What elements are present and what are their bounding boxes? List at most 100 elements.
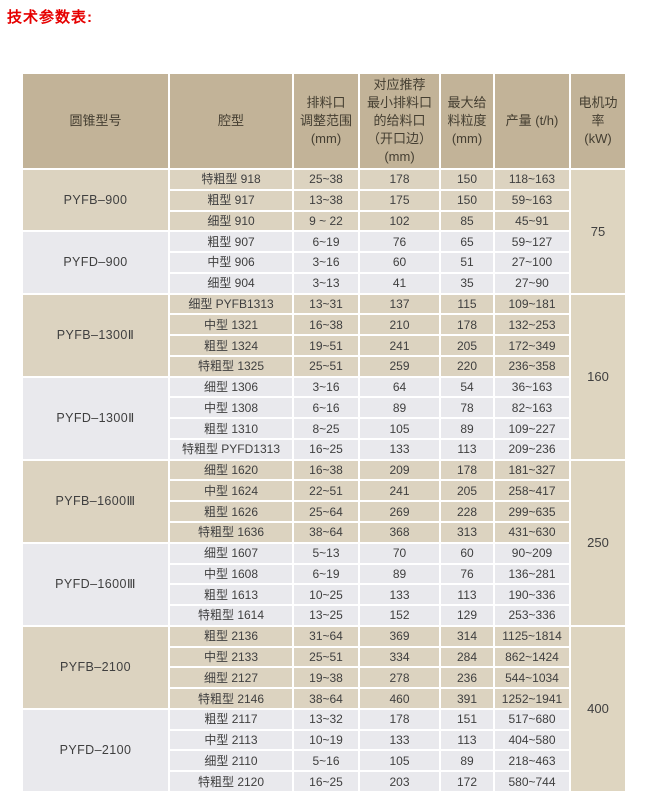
feed-opening-cell: 210 (358, 313, 441, 337)
range-cell: 10~25 (292, 583, 360, 607)
cavity-cell: 中型 1308 (168, 396, 294, 420)
feed-opening-cell: 334 (358, 645, 441, 669)
cavity-cell: 特粗型 2120 (168, 770, 294, 793)
table-row: 粗型 1324 19~51 241 205 172~349 (22, 334, 626, 357)
model-cell: PYFD–2100 (21, 707, 170, 793)
cavity-cell: 中型 1624 (168, 479, 294, 503)
cavity-cell: 细型 2127 (168, 666, 294, 690)
model-cell: PYFB–2100 (21, 624, 170, 710)
capacity-cell: 172~349 (493, 334, 571, 357)
range-cell: 8~25 (292, 417, 360, 440)
capacity-cell: 236~358 (493, 354, 571, 378)
capacity-cell: 132~253 (493, 313, 571, 337)
table-row: PYFB–2100 粗型 2136 31~64 369 314 1125~1814 400 (21, 624, 627, 793)
table-row: 粗型 1613 10~25 133 113 190~336 (22, 583, 626, 607)
table-row: PYFB–1600Ⅲ 细型 1620 16~38 209 178 181~327 250 (21, 458, 627, 627)
feed-opening-cell: 203 (358, 770, 441, 793)
cavity-cell: 粗型 2117 (168, 707, 294, 731)
cavity-cell: 特粗型 1614 (168, 604, 294, 627)
model-cell: PYFD–1600Ⅲ (21, 541, 170, 627)
range-cell: 10~19 (292, 728, 360, 752)
capacity-cell: 109~181 (493, 292, 571, 316)
cavity-cell: 细型 1607 (168, 541, 294, 565)
feed-opening-cell: 41 (358, 271, 441, 295)
range-cell: 38~64 (292, 687, 360, 710)
feed-opening-cell: 133 (358, 728, 441, 752)
max-feed-cell: 51 (439, 251, 495, 274)
table-row: 细型 910 9 ~ 22 102 85 45~91 (22, 209, 626, 233)
range-cell: 6~16 (292, 396, 360, 420)
capacity-cell: 82~163 (493, 396, 571, 420)
cavity-cell: 粗型 2136 (168, 624, 294, 648)
range-cell: 6~19 (292, 230, 360, 254)
feed-opening-cell: 76 (358, 230, 441, 254)
table-row: 粗型 1626 25~64 269 228 299~635 (22, 500, 626, 524)
capacity-cell: 862~1424 (493, 645, 571, 669)
range-cell: 16~38 (292, 458, 360, 482)
motor-power-cell: 160 (569, 292, 627, 461)
table-row: PYFB–900 特粗型 918 25~38 178 150 118~163 75 (21, 167, 627, 295)
range-cell: 9 ~ 22 (292, 209, 360, 233)
feed-opening-cell: 460 (358, 687, 441, 710)
table-row: PYFD–2100 粗型 2117 13~32 178 151 517~680 (21, 707, 626, 793)
range-cell: 19~38 (292, 666, 360, 690)
capacity-cell: 190~336 (493, 583, 571, 607)
max-feed-cell: 284 (439, 645, 495, 669)
cavity-cell: 细型 1306 (168, 375, 294, 399)
page-title: 技术参数表: (7, 9, 93, 26)
capacity-cell: 218~463 (493, 749, 571, 773)
table-row: 中型 1308 6~16 89 78 82~163 (22, 396, 626, 420)
capacity-cell: 27~100 (493, 251, 571, 274)
max-feed-cell: 150 (439, 168, 495, 191)
cavity-cell: 细型 1620 (168, 458, 294, 482)
model-cell: PYFD–900 (21, 230, 170, 295)
range-cell: 16~25 (292, 437, 360, 461)
column-header-max-feed: 最大给 料粒度 (mm) (439, 72, 495, 170)
max-feed-cell: 78 (439, 396, 495, 420)
feed-opening-cell: 152 (358, 604, 441, 627)
model-cell: PYFB–1300Ⅱ (21, 292, 170, 378)
table-row: 粗型 1310 8~25 105 89 109~227 (22, 417, 626, 440)
max-feed-cell: 129 (439, 604, 495, 627)
range-cell: 3~16 (292, 375, 360, 399)
cavity-cell: 中型 906 (168, 251, 294, 274)
capacity-cell: 517~680 (493, 707, 571, 731)
feed-opening-cell: 102 (358, 209, 441, 233)
feed-opening-cell: 70 (358, 541, 441, 565)
capacity-cell: 209~236 (493, 437, 571, 461)
range-cell: 25~51 (292, 354, 360, 378)
feed-opening-cell: 269 (358, 500, 441, 524)
max-feed-cell: 228 (439, 500, 495, 524)
table-row: 特粗型 2120 16~25 203 172 580~744 (22, 770, 626, 793)
feed-opening-cell: 89 (358, 396, 441, 420)
feed-opening-cell: 278 (358, 666, 441, 690)
motor-power-cell: 250 (569, 458, 627, 627)
capacity-cell: 118~163 (493, 168, 571, 191)
capacity-cell: 1125~1814 (493, 624, 571, 648)
cavity-cell: 粗型 1626 (168, 500, 294, 524)
max-feed-cell: 85 (439, 209, 495, 233)
column-header-power: 电机功率 (kW) (569, 72, 627, 170)
table-row: 中型 1608 6~19 89 76 136~281 (22, 562, 626, 586)
range-cell: 16~38 (292, 313, 360, 337)
feed-opening-cell: 89 (358, 562, 441, 586)
motor-power-cell: 75 (569, 168, 627, 295)
feed-opening-cell: 133 (358, 583, 441, 607)
table-row: 细型 2127 19~38 278 236 544~1034 (22, 666, 626, 690)
column-header-model: 圆锥型号 (21, 72, 170, 170)
cavity-cell: 特粗型 PYFD1313 (168, 437, 294, 461)
feed-opening-cell: 369 (358, 624, 441, 648)
feed-opening-cell: 368 (358, 521, 441, 544)
max-feed-cell: 178 (439, 313, 495, 337)
table-row: PYFD–1300Ⅱ 细型 1306 3~16 64 54 36~163 (21, 375, 626, 461)
cavity-cell: 细型 910 (168, 209, 294, 233)
range-cell: 5~16 (292, 749, 360, 773)
model-cell: PYFB–1600Ⅲ (21, 458, 170, 544)
range-cell: 13~38 (292, 188, 360, 212)
max-feed-cell: 113 (439, 583, 495, 607)
max-feed-cell: 178 (439, 458, 495, 482)
table-row: 中型 1321 16~38 210 178 132~253 (22, 313, 626, 337)
capacity-cell: 136~281 (493, 562, 571, 586)
table-row: 特粗型 2146 38~64 460 391 1252~1941 (22, 687, 626, 710)
range-cell: 25~64 (292, 500, 360, 524)
